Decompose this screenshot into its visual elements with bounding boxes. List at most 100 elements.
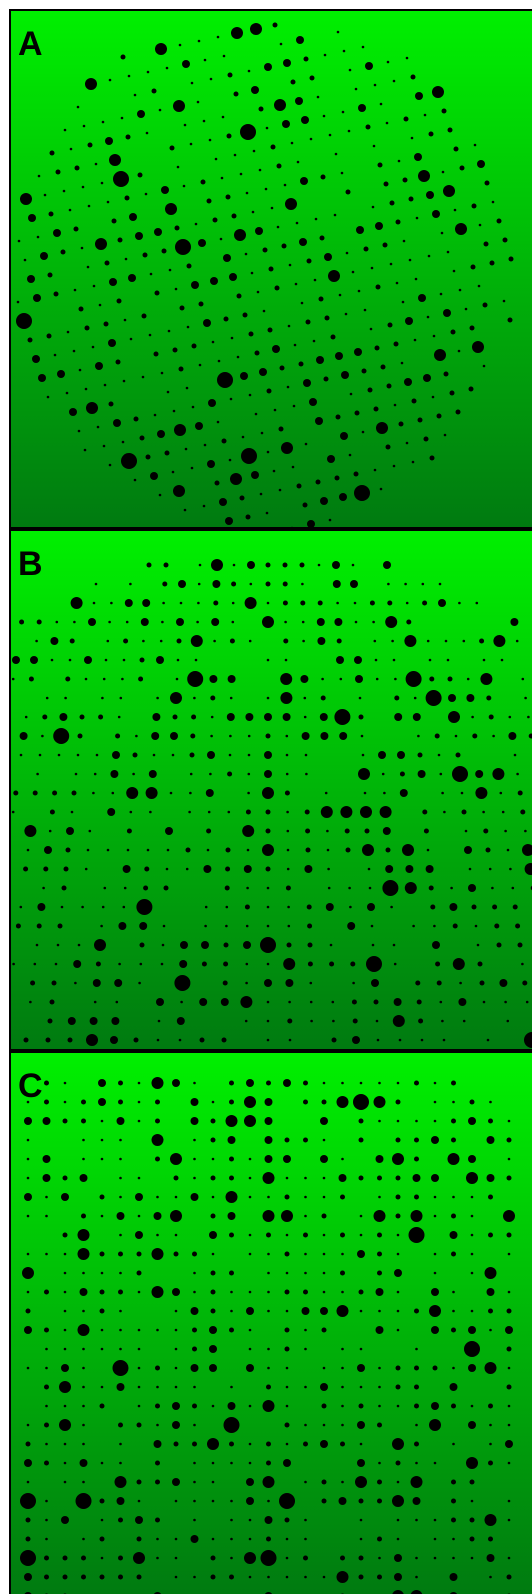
- spot: [450, 1231, 458, 1239]
- spot: [434, 1082, 437, 1085]
- spot: [470, 1518, 475, 1523]
- spot: [249, 332, 254, 337]
- spot: [286, 1310, 289, 1313]
- spot: [285, 791, 290, 796]
- spot: [45, 1196, 48, 1199]
- spot: [267, 906, 270, 909]
- spot: [355, 88, 358, 91]
- spot: [282, 244, 287, 249]
- spot: [193, 1291, 196, 1294]
- spot: [107, 849, 110, 852]
- spot: [341, 1082, 344, 1085]
- spot: [287, 943, 292, 948]
- spot: [82, 1538, 85, 1541]
- spot: [113, 419, 121, 427]
- spot: [101, 697, 104, 700]
- spot: [121, 55, 126, 60]
- spot: [165, 203, 177, 215]
- spot: [301, 302, 304, 305]
- spot: [377, 1575, 382, 1580]
- spot: [88, 143, 93, 148]
- spot: [117, 1497, 125, 1505]
- spot: [501, 659, 504, 662]
- spot: [20, 193, 32, 205]
- spot: [345, 313, 348, 316]
- spot: [196, 621, 199, 624]
- spot: [414, 1157, 419, 1162]
- spot: [432, 86, 444, 98]
- spot: [211, 1214, 216, 1219]
- spot: [167, 849, 170, 852]
- spot: [360, 1215, 363, 1218]
- spot: [359, 715, 364, 720]
- spot: [279, 489, 282, 492]
- spot: [99, 304, 102, 307]
- spot: [282, 120, 290, 128]
- spot: [429, 659, 432, 662]
- spot: [89, 830, 92, 833]
- spot: [441, 792, 444, 795]
- spot: [411, 137, 414, 140]
- spot: [185, 448, 188, 451]
- spot: [259, 368, 267, 376]
- spot: [285, 1252, 290, 1257]
- spot: [266, 1233, 271, 1238]
- spot: [249, 1443, 252, 1446]
- spot: [358, 290, 361, 293]
- spot: [175, 1196, 178, 1199]
- spot: [438, 599, 446, 607]
- spot: [360, 806, 372, 818]
- spot: [78, 944, 81, 947]
- spot: [27, 1177, 30, 1180]
- spot: [229, 1157, 234, 1162]
- spot: [156, 1538, 159, 1541]
- spot: [20, 732, 28, 740]
- spot: [471, 265, 476, 270]
- spot: [121, 117, 124, 120]
- spot: [175, 1367, 178, 1370]
- spot: [73, 621, 76, 624]
- spot: [45, 1519, 48, 1522]
- spot: [245, 597, 257, 609]
- spot: [193, 1158, 196, 1161]
- spot: [364, 792, 367, 795]
- spot: [330, 944, 333, 947]
- spot: [288, 325, 291, 328]
- spot: [485, 1514, 497, 1526]
- spot: [217, 36, 220, 39]
- spot: [237, 356, 240, 359]
- spot: [304, 1196, 307, 1199]
- spot: [118, 1081, 123, 1086]
- spot: [267, 1039, 270, 1042]
- spot: [156, 1386, 159, 1389]
- spot: [487, 1136, 495, 1144]
- spot: [454, 209, 457, 212]
- spot: [246, 810, 251, 815]
- spot: [65, 677, 70, 682]
- spot: [307, 924, 312, 929]
- spot: [300, 563, 305, 568]
- spot: [101, 1462, 104, 1465]
- spot: [350, 962, 355, 967]
- spot: [433, 1366, 438, 1371]
- spot: [227, 134, 232, 139]
- spot: [285, 1423, 290, 1428]
- spot: [349, 69, 352, 72]
- spot: [204, 59, 207, 62]
- spot: [390, 263, 393, 266]
- spot: [385, 616, 397, 628]
- spot: [191, 635, 203, 647]
- spot: [434, 1253, 437, 1256]
- spot: [175, 239, 191, 255]
- spot: [508, 1500, 511, 1503]
- spot: [140, 963, 143, 966]
- spot: [471, 1272, 474, 1275]
- spot: [233, 564, 236, 567]
- spot: [323, 1234, 326, 1237]
- spot: [340, 1442, 345, 1447]
- spot: [193, 1139, 196, 1142]
- spot: [119, 1196, 122, 1199]
- spot: [324, 377, 329, 382]
- spot: [174, 975, 190, 991]
- spot: [468, 884, 476, 892]
